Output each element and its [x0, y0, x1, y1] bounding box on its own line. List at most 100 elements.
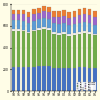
Bar	[72, 24, 76, 33]
Bar	[17, 20, 20, 29]
Bar	[83, 31, 86, 33]
Bar	[72, 35, 76, 68]
Bar	[42, 27, 46, 29]
Bar	[37, 8, 41, 13]
Bar	[72, 11, 76, 17]
Bar	[93, 34, 96, 35]
Bar	[52, 32, 56, 34]
Bar	[27, 68, 30, 91]
Bar	[78, 68, 81, 91]
Bar	[78, 9, 81, 15]
Bar	[62, 23, 66, 32]
Bar	[22, 30, 25, 31]
Bar	[27, 23, 30, 32]
Bar	[47, 28, 51, 30]
Bar	[47, 66, 51, 91]
Bar	[37, 66, 41, 91]
Bar	[68, 34, 71, 36]
Bar	[47, 19, 51, 28]
Bar	[47, 7, 51, 12]
Bar	[37, 19, 41, 28]
Bar	[42, 18, 46, 27]
Bar	[12, 20, 15, 29]
Bar	[22, 21, 25, 30]
Bar	[52, 34, 56, 68]
Bar	[52, 11, 56, 17]
Bar	[22, 10, 25, 14]
Bar	[88, 15, 91, 23]
Bar	[47, 30, 51, 66]
Bar	[93, 68, 96, 91]
Bar	[88, 32, 91, 34]
Bar	[57, 33, 61, 35]
Bar	[52, 24, 56, 32]
Bar	[68, 12, 71, 18]
Bar	[47, 12, 51, 19]
Bar	[78, 32, 81, 34]
Bar	[12, 31, 15, 68]
Bar	[68, 26, 71, 34]
Bar	[83, 22, 86, 31]
Bar	[57, 35, 61, 68]
Bar	[88, 9, 91, 15]
Bar	[12, 29, 15, 31]
Bar	[72, 68, 76, 91]
Bar	[17, 10, 20, 14]
Bar	[22, 67, 25, 91]
Bar	[88, 34, 91, 68]
Bar	[83, 8, 86, 14]
Bar	[12, 68, 15, 91]
Bar	[37, 28, 41, 30]
Bar	[93, 11, 96, 17]
Bar	[27, 16, 30, 23]
Bar	[88, 23, 91, 32]
Bar	[42, 29, 46, 66]
Bar	[27, 32, 30, 33]
Bar	[17, 31, 20, 67]
Bar	[17, 67, 20, 91]
Bar	[17, 14, 20, 20]
Bar	[42, 11, 46, 18]
Bar	[68, 36, 71, 68]
Bar	[62, 68, 66, 91]
Bar	[68, 68, 71, 91]
Bar	[22, 31, 25, 67]
Bar	[32, 30, 36, 31]
Bar	[57, 68, 61, 91]
Bar	[42, 6, 46, 11]
Bar	[83, 33, 86, 67]
Bar	[42, 66, 46, 91]
Legend: 運輸, 産業, 廃棄物他, エネルギー転換, 家庭, 業務他: 運輸, 産業, 廃棄物他, エネルギー転換, 家庭, 業務他	[76, 82, 96, 90]
Bar	[27, 12, 30, 16]
Bar	[57, 17, 61, 24]
Bar	[93, 35, 96, 68]
Bar	[32, 67, 36, 91]
Bar	[78, 34, 81, 68]
Bar	[32, 14, 36, 21]
Bar	[57, 11, 61, 17]
Bar	[88, 68, 91, 91]
Bar	[57, 24, 61, 33]
Bar	[12, 10, 15, 14]
Bar	[62, 16, 66, 23]
Bar	[78, 23, 81, 32]
Bar	[52, 68, 56, 91]
Bar	[68, 18, 71, 26]
Bar	[32, 31, 36, 67]
Bar	[62, 34, 66, 68]
Bar	[72, 33, 76, 35]
Bar	[12, 14, 15, 20]
Bar	[17, 29, 20, 31]
Bar	[62, 32, 66, 34]
Bar	[83, 67, 86, 91]
Bar	[62, 10, 66, 16]
Bar	[52, 17, 56, 23]
Bar	[32, 21, 36, 30]
Bar	[27, 33, 30, 68]
Bar	[78, 15, 81, 23]
Bar	[93, 25, 96, 34]
Bar	[72, 17, 76, 24]
Bar	[93, 17, 96, 25]
Bar	[32, 10, 36, 14]
Bar	[37, 30, 41, 66]
